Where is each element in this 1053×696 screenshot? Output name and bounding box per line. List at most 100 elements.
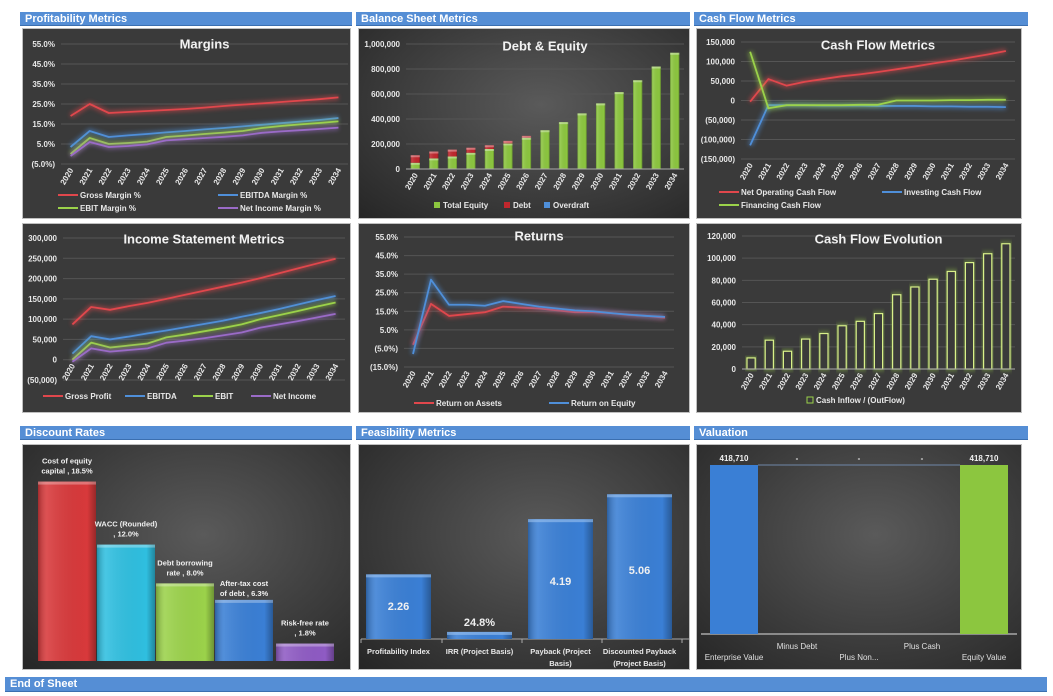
y-tick-label: 5.0%	[37, 140, 55, 149]
series-line-ebit-margin-	[69, 120, 339, 155]
series-line-net-income-margin-	[70, 126, 339, 157]
x-tick-label: 2022	[440, 171, 457, 191]
data-label: 4.19	[550, 576, 571, 588]
x-tick-label: 2025	[154, 166, 171, 186]
chart-title: Cash Flow Evolution	[815, 231, 943, 246]
data-label: , 12.0%	[113, 530, 139, 539]
x-tick-label: 2034	[326, 166, 343, 186]
bar-bevel	[521, 135, 532, 138]
legend-swatch	[806, 396, 814, 404]
income-statement-chart[interactable]: (50,000) 0 50,000 100,000 150,000 200,000 250,…	[22, 223, 351, 413]
bar-highlight	[447, 631, 512, 635]
y-tick-label: (50,000)	[27, 376, 57, 385]
y-tick-label: 120,000	[707, 232, 736, 241]
y-tick-label: 50,000	[33, 335, 58, 344]
bar-bevel	[651, 66, 661, 169]
data-label: rate , 8.0%	[166, 568, 203, 577]
x-tick-label: 2022	[98, 362, 115, 382]
bar-2032	[964, 261, 975, 370]
x-category-label: Equity Value	[962, 653, 1007, 662]
debt-equity-chart[interactable]: 0 200,000 400,000 600,000 800,000 1,000,000 20…	[358, 28, 690, 219]
x-tick-label: 2025	[496, 171, 513, 191]
returns-chart[interactable]: (15.0%) (5.0%) 5.0% 15.0% 25.0% 35.0% 45.0% 55.…	[358, 223, 690, 413]
legend-label: EBIT	[215, 392, 233, 401]
bar-highlight	[484, 149, 495, 151]
feasibility-chart[interactable]: 2.26 Profitability Index 24.8% IRR (Project…	[358, 444, 690, 670]
bar-bevel	[447, 631, 512, 639]
legend-label: EBIT Margin %	[80, 204, 136, 213]
x-tick-label: 2032	[288, 166, 305, 186]
x-tick-label: 2031	[939, 161, 956, 181]
y-tick-label: 300,000	[28, 234, 57, 243]
x-tick-label: 2024	[811, 161, 828, 181]
section-header-valuation: Valuation	[694, 426, 1028, 440]
x-tick-label: 2024	[135, 166, 152, 186]
x-tick-label: 2021	[78, 166, 95, 186]
y-tick-label: 0	[396, 165, 401, 174]
y-tick-label: 25.0%	[32, 100, 55, 109]
bar-bevel	[410, 155, 420, 163]
bar-bevel	[410, 162, 420, 169]
x-tick-label: 2021	[422, 171, 439, 191]
data-label: WACC (Rounded)	[95, 520, 158, 529]
y-tick-label: (100,000)	[701, 136, 736, 145]
margins-chart[interactable]: (5.0%) 5.0% 15.0% 25.0% 35.0% 45.0% 55.0% 2020 2…	[22, 28, 351, 219]
x-tick-label: 2022	[776, 371, 793, 391]
x-tick-label: 2029	[230, 362, 247, 382]
x-tick-label: 2032	[958, 371, 975, 391]
x-tick-label: 2032	[617, 369, 634, 389]
x-tick-label: 2030	[921, 371, 938, 391]
y-tick-label: 55.0%	[375, 233, 398, 242]
chart-title: Income Statement Metrics	[123, 231, 284, 246]
x-tick-label: 2024	[477, 171, 494, 191]
bar-bevel	[484, 149, 495, 169]
x-tick-label: 2034	[994, 161, 1011, 181]
series-line-financing-cash-flow	[749, 51, 1006, 110]
y-tick-label: (5.0%)	[31, 160, 55, 169]
bar-highlight	[276, 643, 334, 647]
bar-highlight	[366, 574, 431, 578]
x-tick-label: 2021	[757, 371, 774, 391]
x-tick-label: 2032	[957, 161, 974, 181]
y-tick-label: 45.0%	[32, 60, 55, 69]
bar-highlight	[447, 156, 457, 159]
series-line-net-income	[71, 312, 336, 363]
bar-bevel	[429, 151, 439, 159]
legend-label: Financing Cash Flow	[741, 201, 822, 210]
data-label: Cost of equity	[42, 457, 93, 466]
cash-flow-evolution-chart[interactable]: 0 20,000 40,000 60,000 80,000 100,000 120,000 2…	[696, 223, 1022, 413]
y-tick-label: (15.0%)	[370, 363, 398, 372]
data-label: Risk-free rate	[281, 619, 329, 628]
legend-label: Investing Cash Flow	[904, 188, 982, 197]
bar-highlight	[558, 122, 569, 125]
bar-bevel	[366, 574, 431, 639]
x-tick-label: 2023	[794, 371, 811, 391]
bar-highlight	[429, 158, 439, 161]
y-tick-label: 80,000	[712, 276, 737, 285]
bar-highlight	[651, 66, 661, 69]
bar-bevel	[429, 158, 439, 169]
x-tick-label: 2031	[269, 166, 286, 186]
cash-flow-metrics-chart[interactable]: (150,000) (100,000) (50,000) 0 50,000 100,000…	[696, 28, 1022, 219]
legend-label: Total Equity	[443, 201, 489, 210]
bar-2025	[837, 325, 847, 370]
bar-bevel	[528, 519, 593, 639]
y-tick-label: 0	[53, 356, 58, 365]
x-tick-label: 2022	[437, 369, 454, 389]
bar-2022	[782, 350, 793, 370]
x-tick-label: 2032	[626, 171, 643, 191]
x-tick-label: 2030	[581, 369, 598, 389]
chart-title: Margins	[180, 36, 230, 51]
discount-rates-chart[interactable]: Cost of equity capital , 18.5% WACC (Round…	[22, 444, 351, 670]
valuation-chart[interactable]: 418,710 Enterprise Value - Minus Debt - Plus …	[696, 444, 1022, 670]
y-tick-label: 100,000	[28, 315, 57, 324]
x-tick-label: 2028	[212, 166, 229, 186]
x-tick-label: 2024	[812, 371, 829, 391]
bar-highlight	[97, 544, 155, 548]
bar-2029	[910, 286, 920, 370]
x-tick-label: 2021	[79, 362, 96, 382]
series-line-gross-margin-	[70, 96, 339, 117]
bar-highlight	[521, 137, 532, 140]
